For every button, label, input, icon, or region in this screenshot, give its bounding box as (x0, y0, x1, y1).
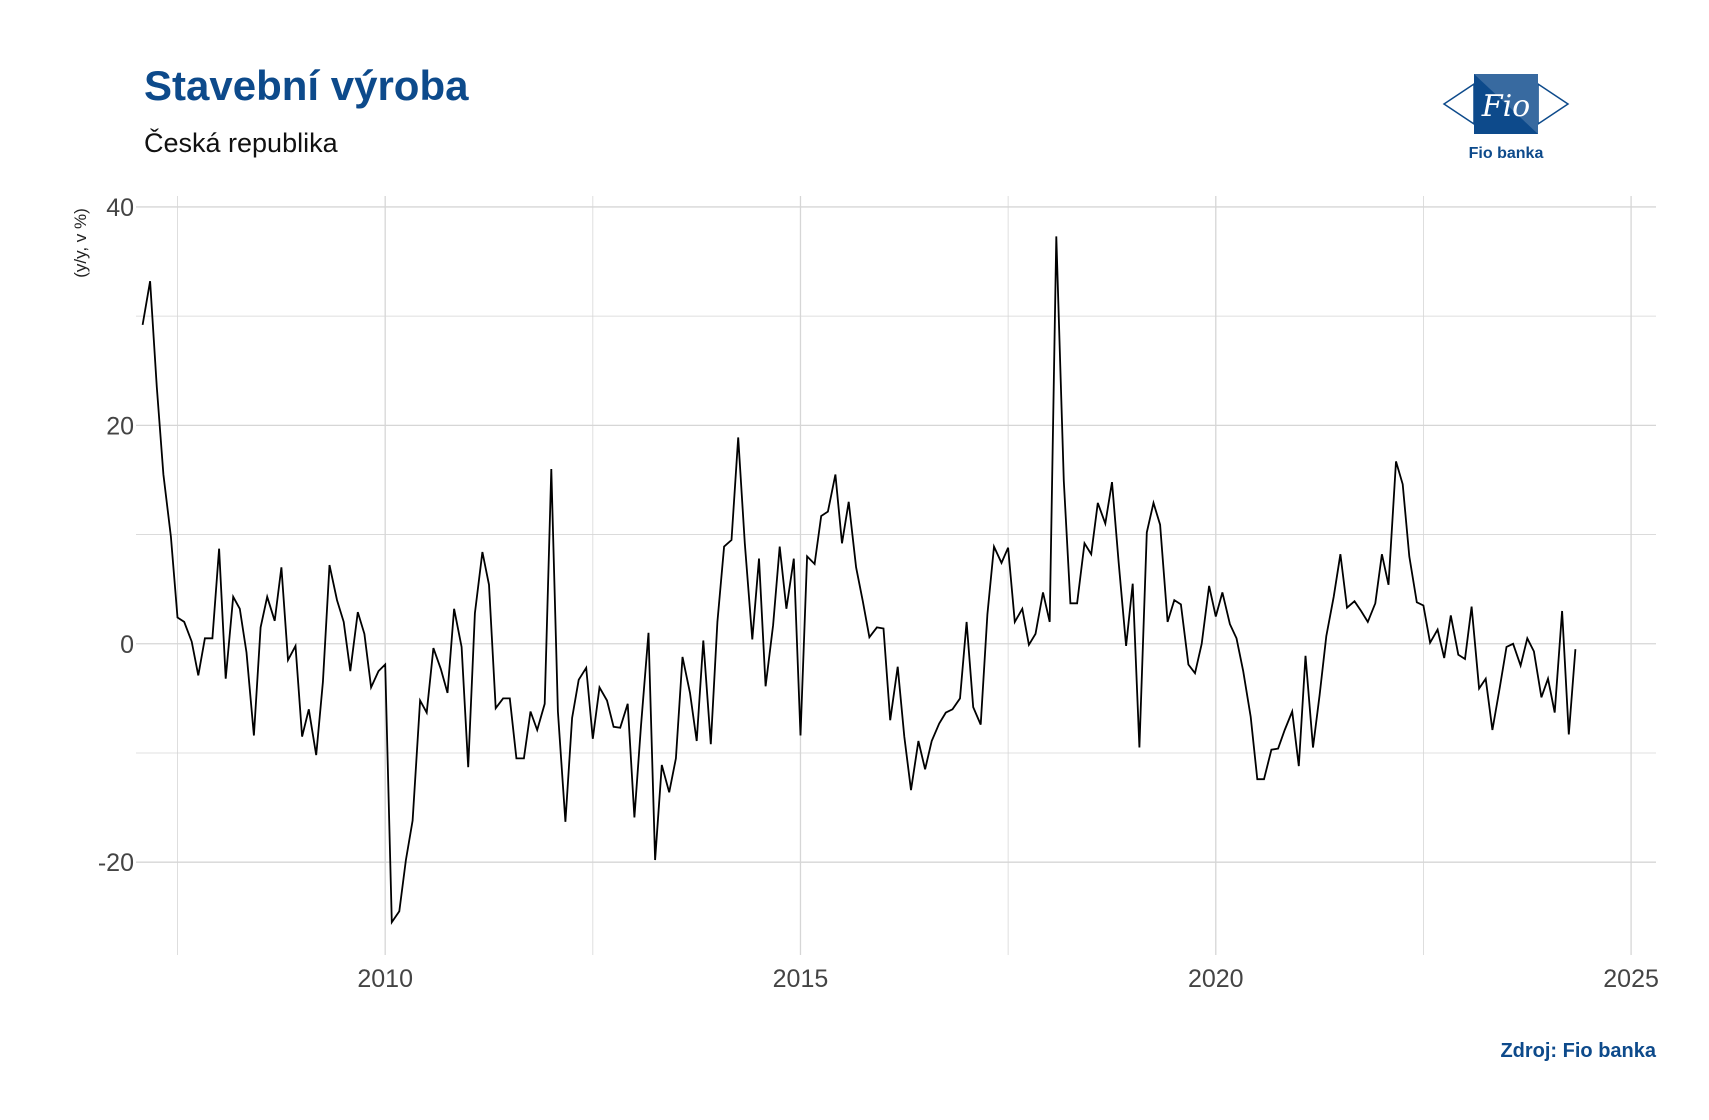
series-line (141, 236, 1577, 925)
y-tick-label: -20 (98, 849, 134, 877)
logo-mark-text: Fio (1481, 89, 1530, 124)
logo-label: Fio banka (1468, 145, 1544, 162)
chart-subtitle: Česká republika (144, 128, 338, 158)
x-tick-label: 2025 (1603, 965, 1659, 993)
chart-title: Stavební výroba (144, 62, 469, 109)
source-note: Zdroj: Fio banka (1500, 1040, 1656, 1062)
y-axis-label: (y/y, v %) (71, 208, 90, 278)
fio-logo-icon: Fio (1442, 74, 1570, 134)
x-tick-label: 2020 (1188, 965, 1244, 993)
y-tick-label: 0 (120, 631, 134, 659)
y-tick-labels: -20 0 20 40 (98, 194, 134, 877)
x-tick-label: 2010 (357, 965, 413, 993)
chart-grid (136, 196, 1656, 955)
y-tick-label: 20 (106, 412, 134, 440)
y-tick-label: 40 (106, 194, 134, 222)
x-tick-label: 2015 (773, 965, 829, 993)
x-tick-labels: 2010 2015 2020 2025 (357, 965, 1659, 993)
